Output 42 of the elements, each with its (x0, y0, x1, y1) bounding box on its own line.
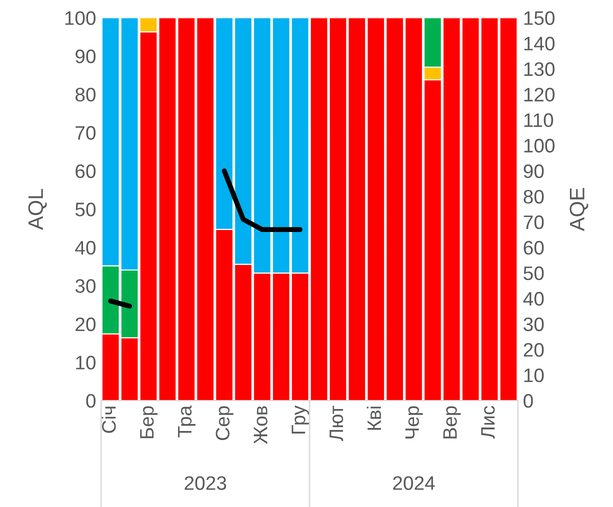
y-tick-label: 0 (86, 394, 96, 408)
x-tick-label: Жов (254, 406, 268, 444)
x-tick-label: Лис (481, 406, 495, 439)
x-tick-label: Бер (140, 406, 158, 438)
y-tick-label: 80 (76, 88, 96, 102)
y2-tick-label: 140 (524, 36, 555, 50)
y2-tick-label: 80 (524, 190, 544, 204)
y-tick-label: 60 (76, 164, 96, 178)
y2-tick-label: 90 (524, 164, 544, 178)
y2-tick-label: 20 (524, 342, 544, 357)
y2-tick-label: 130 (524, 62, 555, 76)
x-tick-label: Кві (366, 406, 381, 430)
y-axis-title: AQL (28, 188, 47, 230)
x-tick-label: Гру (292, 405, 310, 434)
y-tick-label: 100 (65, 11, 96, 25)
y-tick-label: 70 (76, 126, 96, 140)
x-tick-label: Чер (405, 406, 423, 438)
text: 2023 (184, 476, 226, 490)
y2-tick-label: 0 (524, 394, 533, 408)
y2-tick-label: 120 (524, 88, 555, 102)
x-tick-label: Сер (216, 406, 234, 440)
y2-tick-label: 10 (524, 368, 544, 382)
y2-tick-label: 50 (524, 266, 544, 280)
text: 2024 (393, 476, 435, 490)
x-tick-label: Тра (178, 405, 196, 438)
y2-axis-title: AQE (570, 188, 588, 232)
y2-tick-label: 60 (524, 240, 544, 255)
y2-tick-label: 110 (524, 113, 554, 128)
y-tick-label: 50 (75, 202, 96, 216)
y2-tick-label: 150 (524, 11, 555, 25)
y2-tick-label: 30 (524, 317, 544, 332)
y-tick-label: 90 (76, 49, 96, 64)
y2-tick-label: 70 (524, 215, 544, 230)
x-tick-label: Січ (102, 406, 116, 433)
y-tick-label: 10 (76, 356, 96, 370)
x-tick-label: Вер (443, 406, 461, 438)
x-tick-label: Лют (330, 406, 344, 442)
y2-tick-label: 100 (524, 138, 555, 153)
y2-tick-label: 40 (523, 292, 544, 306)
y-tick-label: 20 (76, 317, 96, 332)
y-tick-label: 30 (75, 279, 96, 293)
y-tick-label: 40 (75, 240, 96, 255)
